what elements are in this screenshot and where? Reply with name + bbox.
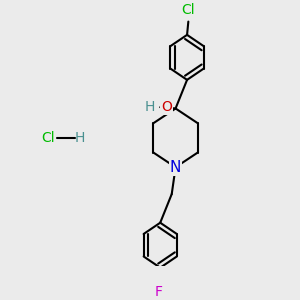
Text: Cl: Cl (182, 4, 195, 17)
Text: H: H (145, 100, 155, 114)
Text: Cl: Cl (41, 131, 55, 145)
Text: F: F (155, 285, 163, 299)
Text: H: H (74, 131, 85, 145)
Text: O: O (161, 100, 172, 114)
Text: N: N (170, 160, 181, 175)
